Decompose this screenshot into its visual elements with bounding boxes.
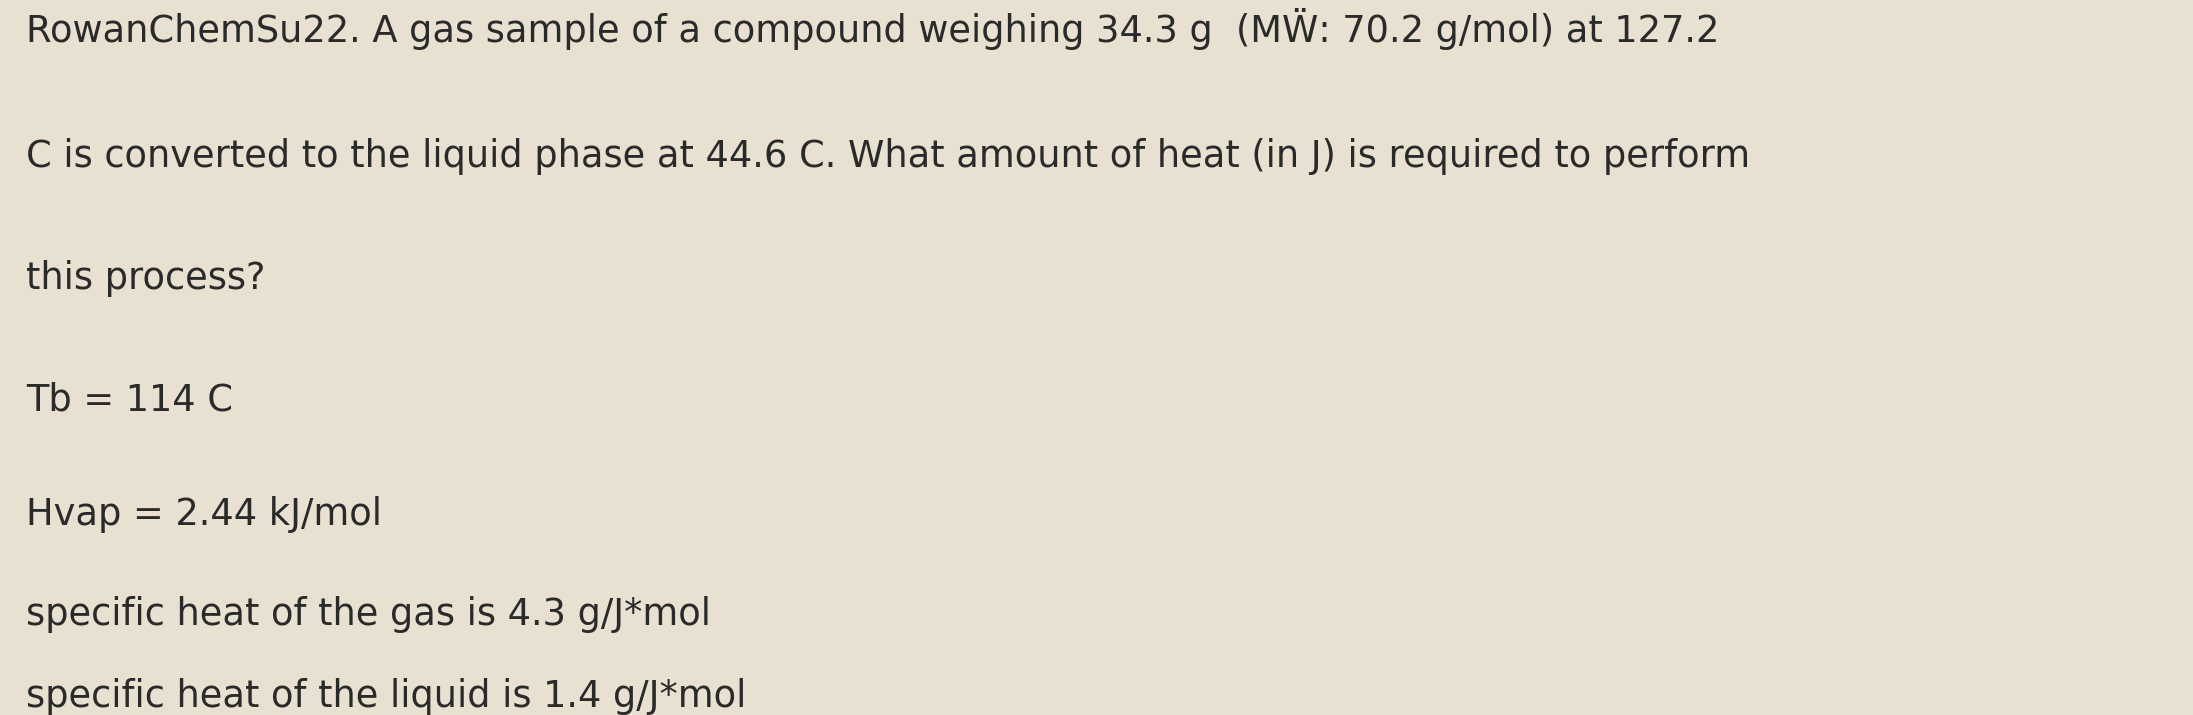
- Text: Hvap = 2.44 kJ/mol: Hvap = 2.44 kJ/mol: [26, 495, 382, 533]
- Text: specific heat of the liquid is 1.4 g/J*mol: specific heat of the liquid is 1.4 g/J*m…: [26, 678, 746, 715]
- Text: RowanChemSu22. A gas sample of a compound weighing 34.3 g  (MẄ: 70.2 g/mol) at 1: RowanChemSu22. A gas sample of a compoun…: [26, 8, 1719, 50]
- Text: specific heat of the gas is 4.3 g/J*mol: specific heat of the gas is 4.3 g/J*mol: [26, 596, 711, 633]
- Text: this process?: this process?: [26, 260, 265, 297]
- Text: Tb = 114 C: Tb = 114 C: [26, 381, 232, 418]
- Text: C is converted to the liquid phase at 44.6 C. What amount of heat (in J) is requ: C is converted to the liquid phase at 44…: [26, 138, 1750, 175]
